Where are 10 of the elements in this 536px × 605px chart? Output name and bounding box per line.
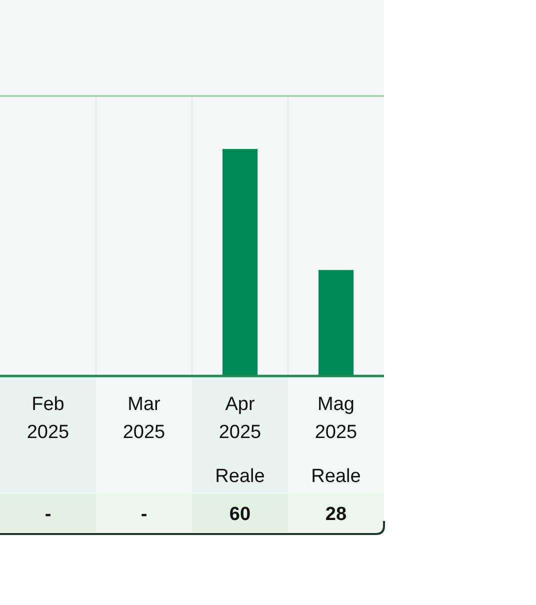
x-tick-label: Apr 2025: [218, 394, 262, 443]
text: -: [140, 504, 148, 525]
data-label: 60: [229, 504, 251, 525]
text: Reale: [215, 466, 265, 487]
x-tick-label: Feb 2025: [26, 394, 70, 443]
text: -: [44, 504, 52, 525]
data-label: 28: [325, 504, 347, 525]
x-tick-label: Mar 2025: [122, 394, 166, 443]
text: Reale: [311, 466, 361, 487]
x-tick-label: Mag 2025: [314, 394, 358, 443]
